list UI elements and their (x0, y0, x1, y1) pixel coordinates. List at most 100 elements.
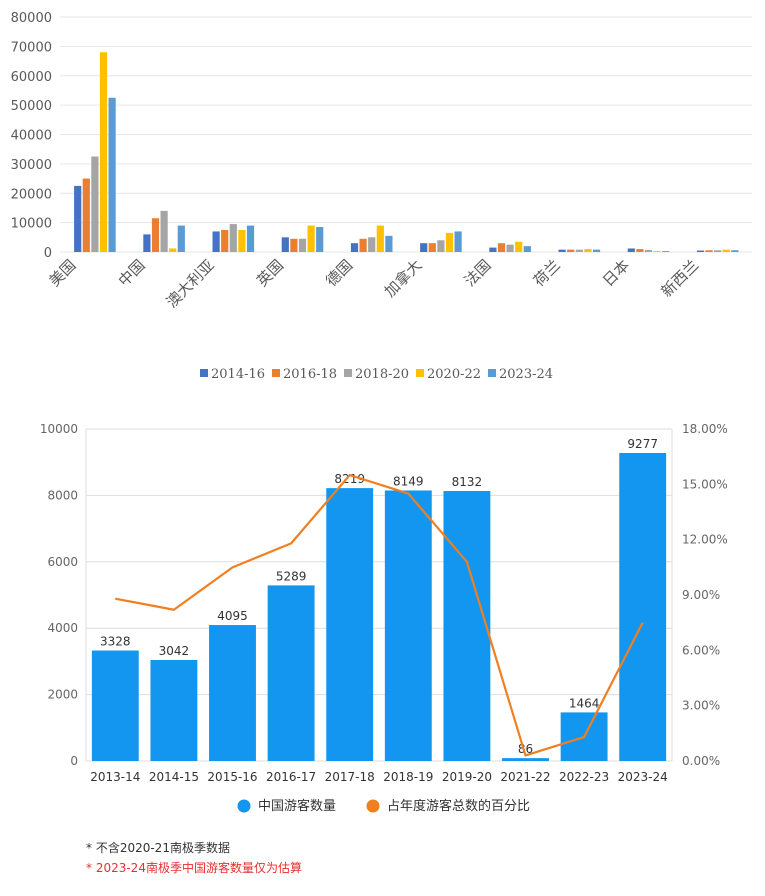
footnote-estimate: * 2023-24南极季中国游客数量仅为估算 (86, 861, 302, 875)
bar-2020-22 (515, 241, 523, 252)
y-tick-label: 60000 (11, 70, 52, 85)
y-tick-label: 20000 (11, 187, 52, 202)
bar-2014-16 (420, 243, 428, 252)
bar-2023-24 (316, 227, 324, 252)
x-tick-label: 2013-14 (90, 770, 140, 784)
line-percentage (115, 474, 644, 757)
bar-2014-16 (489, 247, 497, 252)
y-tick-label: 50000 (11, 99, 52, 114)
bar-2014-16 (627, 248, 635, 252)
bar-2014-16 (281, 237, 289, 252)
bar-visitors (502, 758, 549, 761)
bar-2020-22 (445, 232, 454, 252)
x-tick-label: 2016-17 (266, 770, 316, 784)
bar-2016-18 (290, 238, 298, 252)
bar-2020-22 (307, 225, 315, 252)
bar-data-label: 3042 (159, 644, 190, 658)
bar-2023-24 (454, 231, 462, 252)
y-right-tick-label: 15.00% (682, 477, 728, 491)
y-right-tick-label: 3.00% (682, 699, 720, 713)
bar-visitors (209, 625, 256, 761)
x-tick-label: 2018-19 (383, 770, 433, 784)
y-right-tick-label: 6.00% (682, 643, 720, 657)
bar-visitors (326, 488, 374, 761)
bar-2020-22 (99, 52, 108, 252)
bar-2016-18 (428, 243, 436, 252)
x-tick-label: 日本 (599, 256, 633, 290)
bar-data-label: 3328 (100, 635, 131, 649)
bar-data-label: 8149 (393, 474, 424, 488)
bar-visitors (150, 660, 198, 761)
legend-label: 2016-18 (283, 367, 337, 382)
bar-2018-20 (160, 210, 168, 252)
bar-data-label: 4095 (217, 609, 248, 623)
bar-2023-24 (177, 225, 185, 252)
x-tick-label: 2014-15 (149, 770, 199, 784)
x-tick-label: 中国 (115, 256, 149, 290)
y-left-tick-label: 0 (70, 754, 78, 768)
bar-2020-22 (584, 249, 592, 252)
y-right-tick-label: 18.00% (682, 422, 728, 436)
x-tick-label: 2021-22 (500, 770, 550, 784)
bar-2023-24 (592, 249, 601, 252)
bar-data-label: 9277 (627, 437, 658, 451)
bar-2016-18 (359, 238, 367, 252)
x-tick-label: 2019-20 (442, 770, 492, 784)
legend-swatch (237, 799, 251, 813)
y-right-tick-label: 0.00% (682, 754, 720, 768)
bar-2023-24 (731, 250, 739, 252)
bar-2020-22 (376, 225, 384, 252)
bar-visitors (619, 453, 667, 761)
y-left-tick-label: 4000 (47, 621, 78, 635)
bar-2018-20 (575, 249, 583, 252)
bar-2018-20 (229, 224, 237, 252)
bar-2023-24 (662, 251, 670, 252)
bar-2014-16 (558, 249, 566, 252)
bar-2020-22 (722, 249, 730, 252)
bar-2016-18 (151, 218, 160, 252)
bar-2020-22 (653, 251, 661, 252)
footnote-excluded-season: * 不含2020-21南极季数据 (86, 841, 230, 855)
bar-2016-18 (705, 250, 713, 252)
bar-2018-20 (644, 249, 653, 252)
bar-visitors (384, 490, 432, 761)
bar-2018-20 (91, 156, 99, 252)
legend-label: 2020-22 (427, 367, 481, 382)
bar-2016-18 (636, 249, 644, 252)
bar-2018-20 (506, 244, 514, 252)
x-tick-label: 加拿大 (381, 256, 426, 301)
legend-label: 2014-16 (211, 367, 265, 382)
y-left-tick-label: 6000 (47, 555, 78, 569)
x-tick-label: 法国 (461, 256, 495, 290)
y-left-tick-label: 8000 (47, 488, 78, 502)
y-tick-label: 30000 (11, 158, 52, 173)
x-tick-label: 新西兰 (658, 256, 703, 301)
y-left-tick-label: 2000 (47, 688, 78, 702)
bar-2014-16 (143, 234, 151, 252)
bar-2023-24 (385, 235, 393, 252)
bar-2014-16 (74, 185, 82, 252)
y-left-tick-label: 10000 (40, 422, 78, 436)
bar-2014-16 (350, 243, 359, 252)
bar-2023-24 (246, 225, 255, 252)
bar-data-label: 5289 (276, 569, 307, 583)
legend-swatch (200, 369, 208, 377)
y-tick-label: 80000 (11, 11, 52, 26)
legend-label: 占年度游客总数的百分比 (387, 798, 530, 814)
bar-2018-20 (368, 237, 376, 252)
y-tick-label: 0 (44, 246, 52, 261)
x-tick-label: 美国 (45, 256, 79, 290)
bar-2018-20 (714, 250, 722, 252)
legend-label: 2023-24 (499, 367, 553, 382)
bar-visitors (443, 491, 491, 761)
x-tick-label: 2017-18 (325, 770, 375, 784)
bar-2018-20 (437, 240, 445, 252)
bar-2016-18 (221, 229, 229, 252)
x-tick-label: 2022-23 (559, 770, 609, 784)
legend-swatch (344, 369, 352, 377)
x-tick-label: 2015-16 (207, 770, 257, 784)
bar-2016-18 (567, 249, 575, 252)
footnotes: * 不含2020-21南极季数据 * 2023-24南极季中国游客数量仅为估算 (86, 838, 302, 878)
legend-swatch (366, 799, 380, 813)
bar-2023-24 (523, 246, 531, 252)
